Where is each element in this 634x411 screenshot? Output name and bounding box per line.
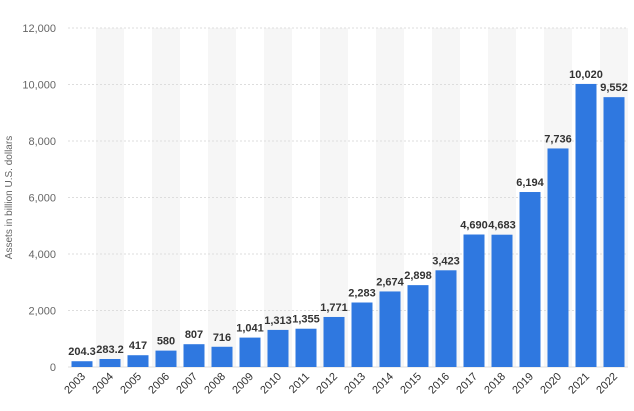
bar[interactable] — [183, 344, 205, 367]
bar[interactable] — [71, 361, 93, 367]
x-tick-label: 2011 — [287, 371, 312, 396]
data-label: 7,736 — [544, 133, 572, 145]
x-tick-label: 2018 — [482, 371, 508, 397]
bar[interactable] — [351, 302, 373, 367]
x-tick-label: 2004 — [90, 371, 116, 397]
bar[interactable] — [155, 350, 177, 367]
y-tick-label: 10,000 — [22, 80, 56, 92]
data-label: 4,683 — [488, 220, 516, 232]
bar[interactable] — [519, 192, 541, 367]
bar[interactable] — [239, 337, 261, 367]
data-label: 2,674 — [376, 276, 404, 288]
x-tick-label: 2008 — [202, 371, 228, 397]
bar[interactable] — [491, 234, 513, 367]
bar[interactable] — [211, 346, 233, 367]
data-label: 1,313 — [264, 315, 292, 327]
y-tick-label: 6,000 — [28, 193, 56, 205]
x-tick-label: 2017 — [454, 371, 480, 397]
x-tick-label: 2009 — [230, 371, 256, 397]
bar[interactable] — [407, 285, 429, 367]
bar[interactable] — [379, 291, 401, 367]
bars — [71, 83, 625, 367]
bar[interactable] — [295, 328, 317, 367]
y-axis-label: Assets in billion U.S. dollars — [4, 136, 15, 259]
data-label: 1,041 — [236, 323, 264, 335]
data-label: 580 — [157, 336, 175, 348]
y-tick-label: 4,000 — [28, 249, 56, 261]
x-tick-label: 2022 — [594, 371, 620, 397]
data-label: 807 — [185, 329, 203, 341]
data-label: 2,898 — [404, 270, 432, 282]
x-axis-ticks: 2003 2004 2005 2006 2007 2008 2009 2010 2011 2012… — [62, 371, 620, 397]
data-label: 10,020 — [569, 69, 603, 81]
data-label: 417 — [129, 340, 147, 352]
bar[interactable] — [575, 83, 597, 367]
bar[interactable] — [463, 234, 485, 367]
x-tick-label: 2005 — [118, 371, 144, 397]
x-tick-label: 2013 — [342, 371, 368, 397]
x-tick-label: 2010 — [258, 371, 284, 397]
y-tick-label: 12,000 — [22, 23, 56, 35]
y-axis-ticks: 0 2,000 4,000 6,000 8,000 10,000 12,000 — [22, 23, 56, 374]
bar[interactable] — [323, 316, 345, 367]
bar[interactable] — [99, 358, 121, 367]
x-tick-label: 2015 — [398, 371, 424, 397]
x-tick-label: 2019 — [510, 371, 536, 397]
data-label: 283.2 — [96, 344, 124, 356]
x-tick-label: 2020 — [538, 371, 564, 397]
bar[interactable] — [603, 97, 625, 367]
x-tick-label: 2012 — [314, 371, 340, 397]
y-tick-label: 8,000 — [28, 136, 56, 148]
bar[interactable] — [435, 270, 457, 367]
x-tick-label: 2007 — [174, 371, 200, 397]
data-label: 9,552 — [600, 82, 628, 94]
x-tick-label: 2006 — [146, 371, 172, 397]
data-label: 6,194 — [516, 177, 544, 189]
y-tick-label: 2,000 — [28, 306, 56, 318]
data-label: 4,690 — [460, 220, 488, 232]
data-label: 1,771 — [320, 302, 348, 314]
x-tick-label: 2021 — [566, 371, 592, 397]
data-label: 204.3 — [68, 346, 96, 358]
data-label: 3,423 — [432, 255, 460, 267]
x-tick-label: 2016 — [426, 371, 452, 397]
x-tick-label: 2014 — [370, 371, 396, 397]
bar[interactable] — [547, 148, 569, 367]
y-tick-label: 0 — [50, 362, 56, 374]
data-label: 716 — [213, 332, 231, 344]
x-tick-label: 2003 — [62, 371, 88, 397]
bar[interactable] — [267, 329, 289, 367]
bar[interactable] — [127, 355, 149, 367]
data-label: 1,355 — [292, 314, 320, 326]
data-label: 2,283 — [348, 288, 376, 300]
